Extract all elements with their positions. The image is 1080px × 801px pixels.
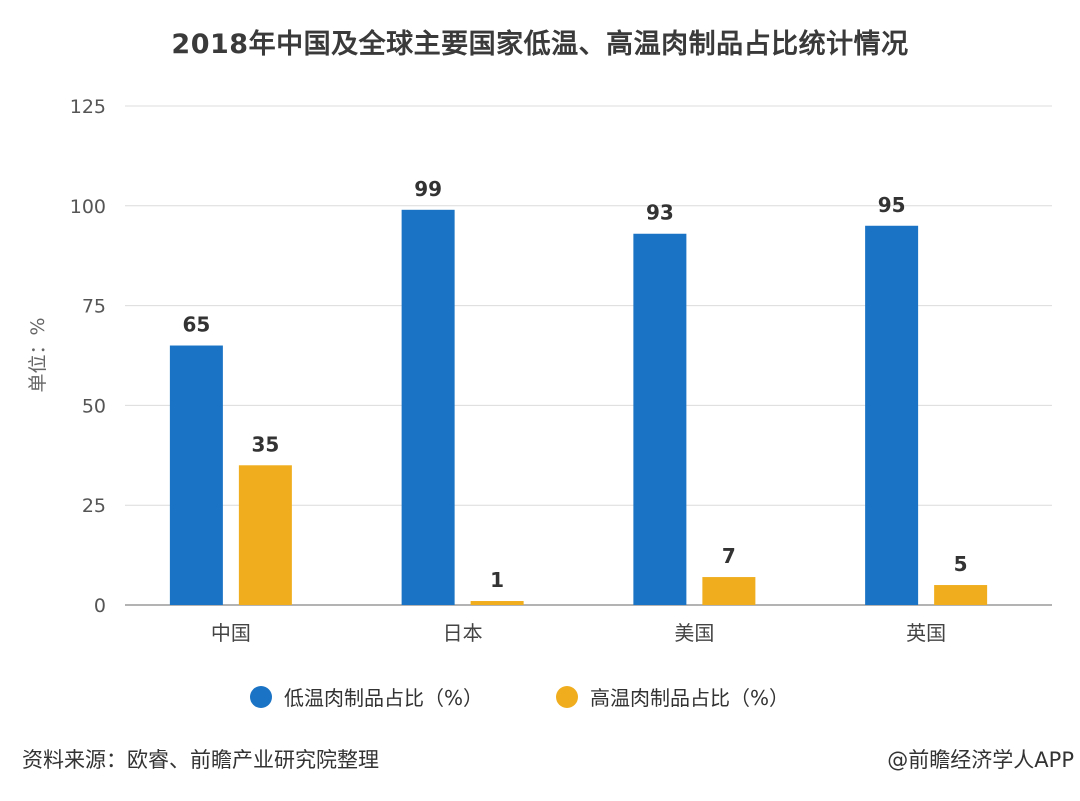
y-tick-label: 50 — [82, 395, 106, 417]
bar-chart: 0 25 50 75 100 125 65 35 99 1 93 7 95 5 中国 日本 美国 英国 单位：… — [27, 96, 1052, 645]
bar-low-1 — [401, 209, 455, 606]
y-tick-label: 125 — [70, 96, 106, 118]
bar-low-0 — [169, 345, 223, 605]
brand-credit: @前瞻经济学人APP — [887, 748, 1074, 772]
bar-high-3 — [934, 585, 988, 605]
data-label: 35 — [251, 432, 279, 456]
y-axis-label: 单位：% — [27, 317, 49, 392]
bar-high-2 — [702, 577, 756, 605]
data-label: 93 — [646, 201, 674, 225]
bar-low-3 — [865, 225, 919, 605]
y-tick-label: 100 — [70, 196, 106, 218]
y-tick-label: 0 — [94, 595, 106, 617]
x-tick-label: 英国 — [906, 621, 946, 645]
data-label: 95 — [878, 193, 906, 217]
y-axis-ticks: 0 25 50 75 100 125 — [70, 96, 106, 617]
x-tick-label: 日本 — [443, 621, 483, 645]
x-tick-label: 美国 — [674, 621, 714, 645]
data-label: 65 — [182, 313, 210, 337]
source-note: 资料来源：欧睿、前瞻产业研究院整理 — [22, 748, 379, 772]
legend-label-low: 低温肉制品占比（%） — [284, 686, 484, 710]
bar-high-0 — [238, 465, 292, 605]
data-label: 7 — [722, 544, 736, 568]
y-tick-label: 75 — [82, 296, 106, 318]
data-labels: 65 35 99 1 93 7 95 5 — [182, 177, 967, 592]
x-tick-label: 中国 — [211, 621, 251, 645]
bars — [169, 209, 988, 606]
legend-item-high: 高温肉制品占比（%） — [556, 682, 789, 711]
legend-swatch-low — [250, 685, 272, 708]
chart-title: 2018年中国及全球主要国家低温、高温肉制品占比统计情况 — [171, 29, 909, 60]
y-tick-label: 25 — [82, 495, 106, 517]
data-label: 5 — [954, 552, 968, 576]
data-label: 99 — [414, 177, 442, 201]
legend-item-low: 低温肉制品占比（%） — [250, 682, 483, 711]
bar-high-1 — [470, 601, 524, 605]
legend-swatch-high — [556, 685, 578, 708]
x-axis-ticks: 中国 日本 美国 英国 — [211, 621, 946, 645]
data-label: 1 — [490, 568, 504, 592]
bar-low-2 — [633, 233, 687, 605]
legend-label-high: 高温肉制品占比（%） — [590, 686, 790, 710]
legend: 低温肉制品占比（%） 高温肉制品占比（%） — [0, 682, 1080, 716]
